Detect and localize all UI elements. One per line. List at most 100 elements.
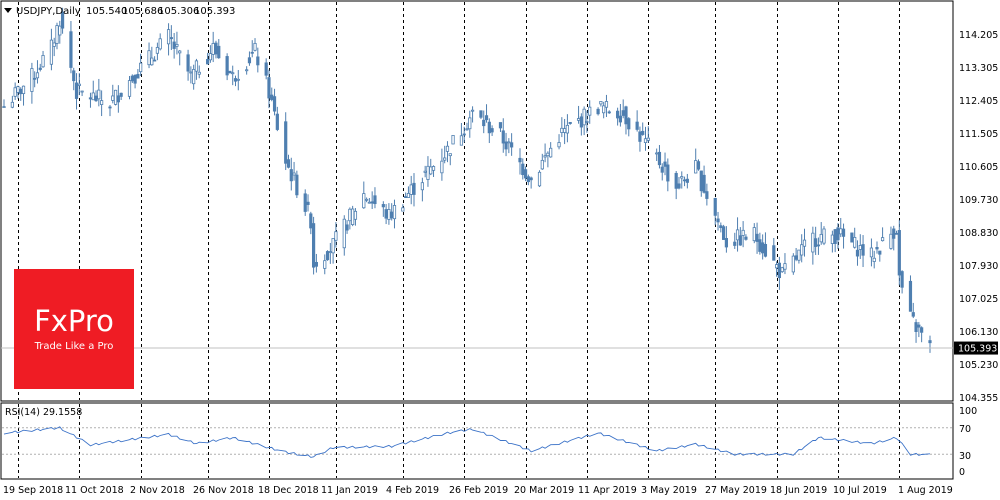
candle-body (108, 106, 112, 109)
price-panel-frame (0, 0, 954, 402)
candle-body (780, 267, 784, 273)
candle-body (694, 160, 698, 174)
candle-body (774, 264, 779, 269)
ohlc-close: 105.393 (194, 6, 235, 17)
candle-body (217, 45, 221, 59)
candle-body (841, 228, 846, 237)
time-axis: 19 Sep 2018 11 Oct 2018 2 Nov 2018 26 No… (3, 485, 953, 496)
candle-body (348, 208, 352, 222)
symbol-label: USDJPY,Daily (16, 6, 81, 17)
candle-body (228, 70, 232, 74)
candle-body (284, 121, 288, 164)
rsi-panel-frame (0, 402, 954, 480)
candle-body (850, 232, 854, 243)
candle-body (289, 169, 293, 182)
candle-body (153, 59, 157, 62)
candle-body (722, 226, 726, 240)
candle-body (880, 237, 885, 242)
candle-body (618, 115, 623, 123)
candle-body (657, 151, 662, 166)
candle-body (719, 225, 723, 229)
time-tick: 19 Sep 2018 (3, 485, 63, 496)
candle-body (406, 193, 411, 198)
price-tick: 114.205 (959, 30, 998, 41)
time-tick: 3 May 2019 (641, 485, 697, 496)
candle-body (853, 237, 857, 248)
candle-body (761, 242, 765, 254)
candle-body (733, 241, 737, 246)
candle-body (158, 38, 162, 50)
triangle-down-icon[interactable] (4, 8, 12, 13)
candle-body (680, 176, 684, 179)
time-tick: 26 Nov 2018 (193, 485, 254, 496)
candle-body (270, 94, 274, 100)
candle-body (426, 165, 430, 180)
fxpro-logo: FxPro Trade Like a Pro (14, 269, 134, 389)
chart-header: USDJPY,Daily 105.540 105.686 105.306 105… (4, 6, 235, 17)
ohlc-high: 105.686 (122, 6, 163, 17)
candle-body (858, 245, 862, 250)
candle-body (741, 229, 745, 236)
candle-body (253, 42, 257, 51)
candle-body (646, 137, 650, 141)
candle-body (10, 101, 14, 108)
rsi-tick: 100 (959, 406, 977, 417)
candle-body (116, 95, 120, 103)
candle-body (303, 193, 307, 212)
candle-body (423, 170, 427, 173)
candle-body (370, 201, 374, 204)
time-tick: 1 Aug 2019 (898, 485, 953, 496)
candle-body (113, 89, 118, 105)
price-tick: 108.830 (959, 228, 998, 239)
candle-body (928, 340, 932, 344)
logo-background (14, 269, 134, 389)
candle-body (875, 247, 879, 250)
candle-body (189, 71, 193, 74)
candle-body (440, 160, 444, 174)
candle-body (624, 106, 628, 125)
candle-body (794, 255, 798, 260)
candle-body (247, 57, 252, 64)
candle-body (822, 228, 826, 244)
candle-body (705, 191, 709, 199)
candle-body (80, 90, 84, 93)
candle-body (178, 50, 182, 54)
candle-body (744, 236, 748, 240)
candle-body (267, 77, 271, 99)
candle-body (150, 57, 154, 66)
rsi-tick: 30 (959, 451, 971, 462)
candle-body (855, 249, 860, 257)
candle-body (390, 211, 394, 219)
time-tick: 27 May 2019 (705, 485, 767, 496)
candle-body (579, 116, 583, 128)
candle-body (295, 174, 299, 196)
candle-body (752, 227, 756, 242)
candle-body (328, 251, 332, 253)
candle-body (735, 229, 740, 241)
rsi-tick: 0 (959, 467, 965, 478)
price-tick: 109.730 (959, 195, 998, 206)
candle-body (504, 141, 508, 150)
candle-body (331, 238, 335, 254)
candle-body (364, 198, 369, 201)
candle-body (272, 96, 277, 112)
current-price-label: 105.393 (958, 344, 997, 355)
candle-body (314, 262, 318, 267)
candle-body (88, 97, 93, 100)
candle-body (777, 262, 781, 279)
candle-body (311, 223, 316, 268)
candle-body (677, 183, 681, 189)
candle-body (91, 92, 95, 101)
candle-body (97, 89, 101, 100)
price-tick: 111.505 (959, 129, 998, 140)
candle-body (914, 322, 918, 332)
candle-body (155, 47, 160, 54)
candle-body (409, 184, 413, 195)
candle-body (166, 29, 171, 45)
candle-body (325, 251, 330, 261)
time-tick: 18 Jun 2019 (770, 485, 827, 496)
candle-body (682, 179, 687, 182)
candle-body (800, 244, 804, 256)
candle-body (479, 110, 483, 118)
candle-body (111, 95, 115, 101)
